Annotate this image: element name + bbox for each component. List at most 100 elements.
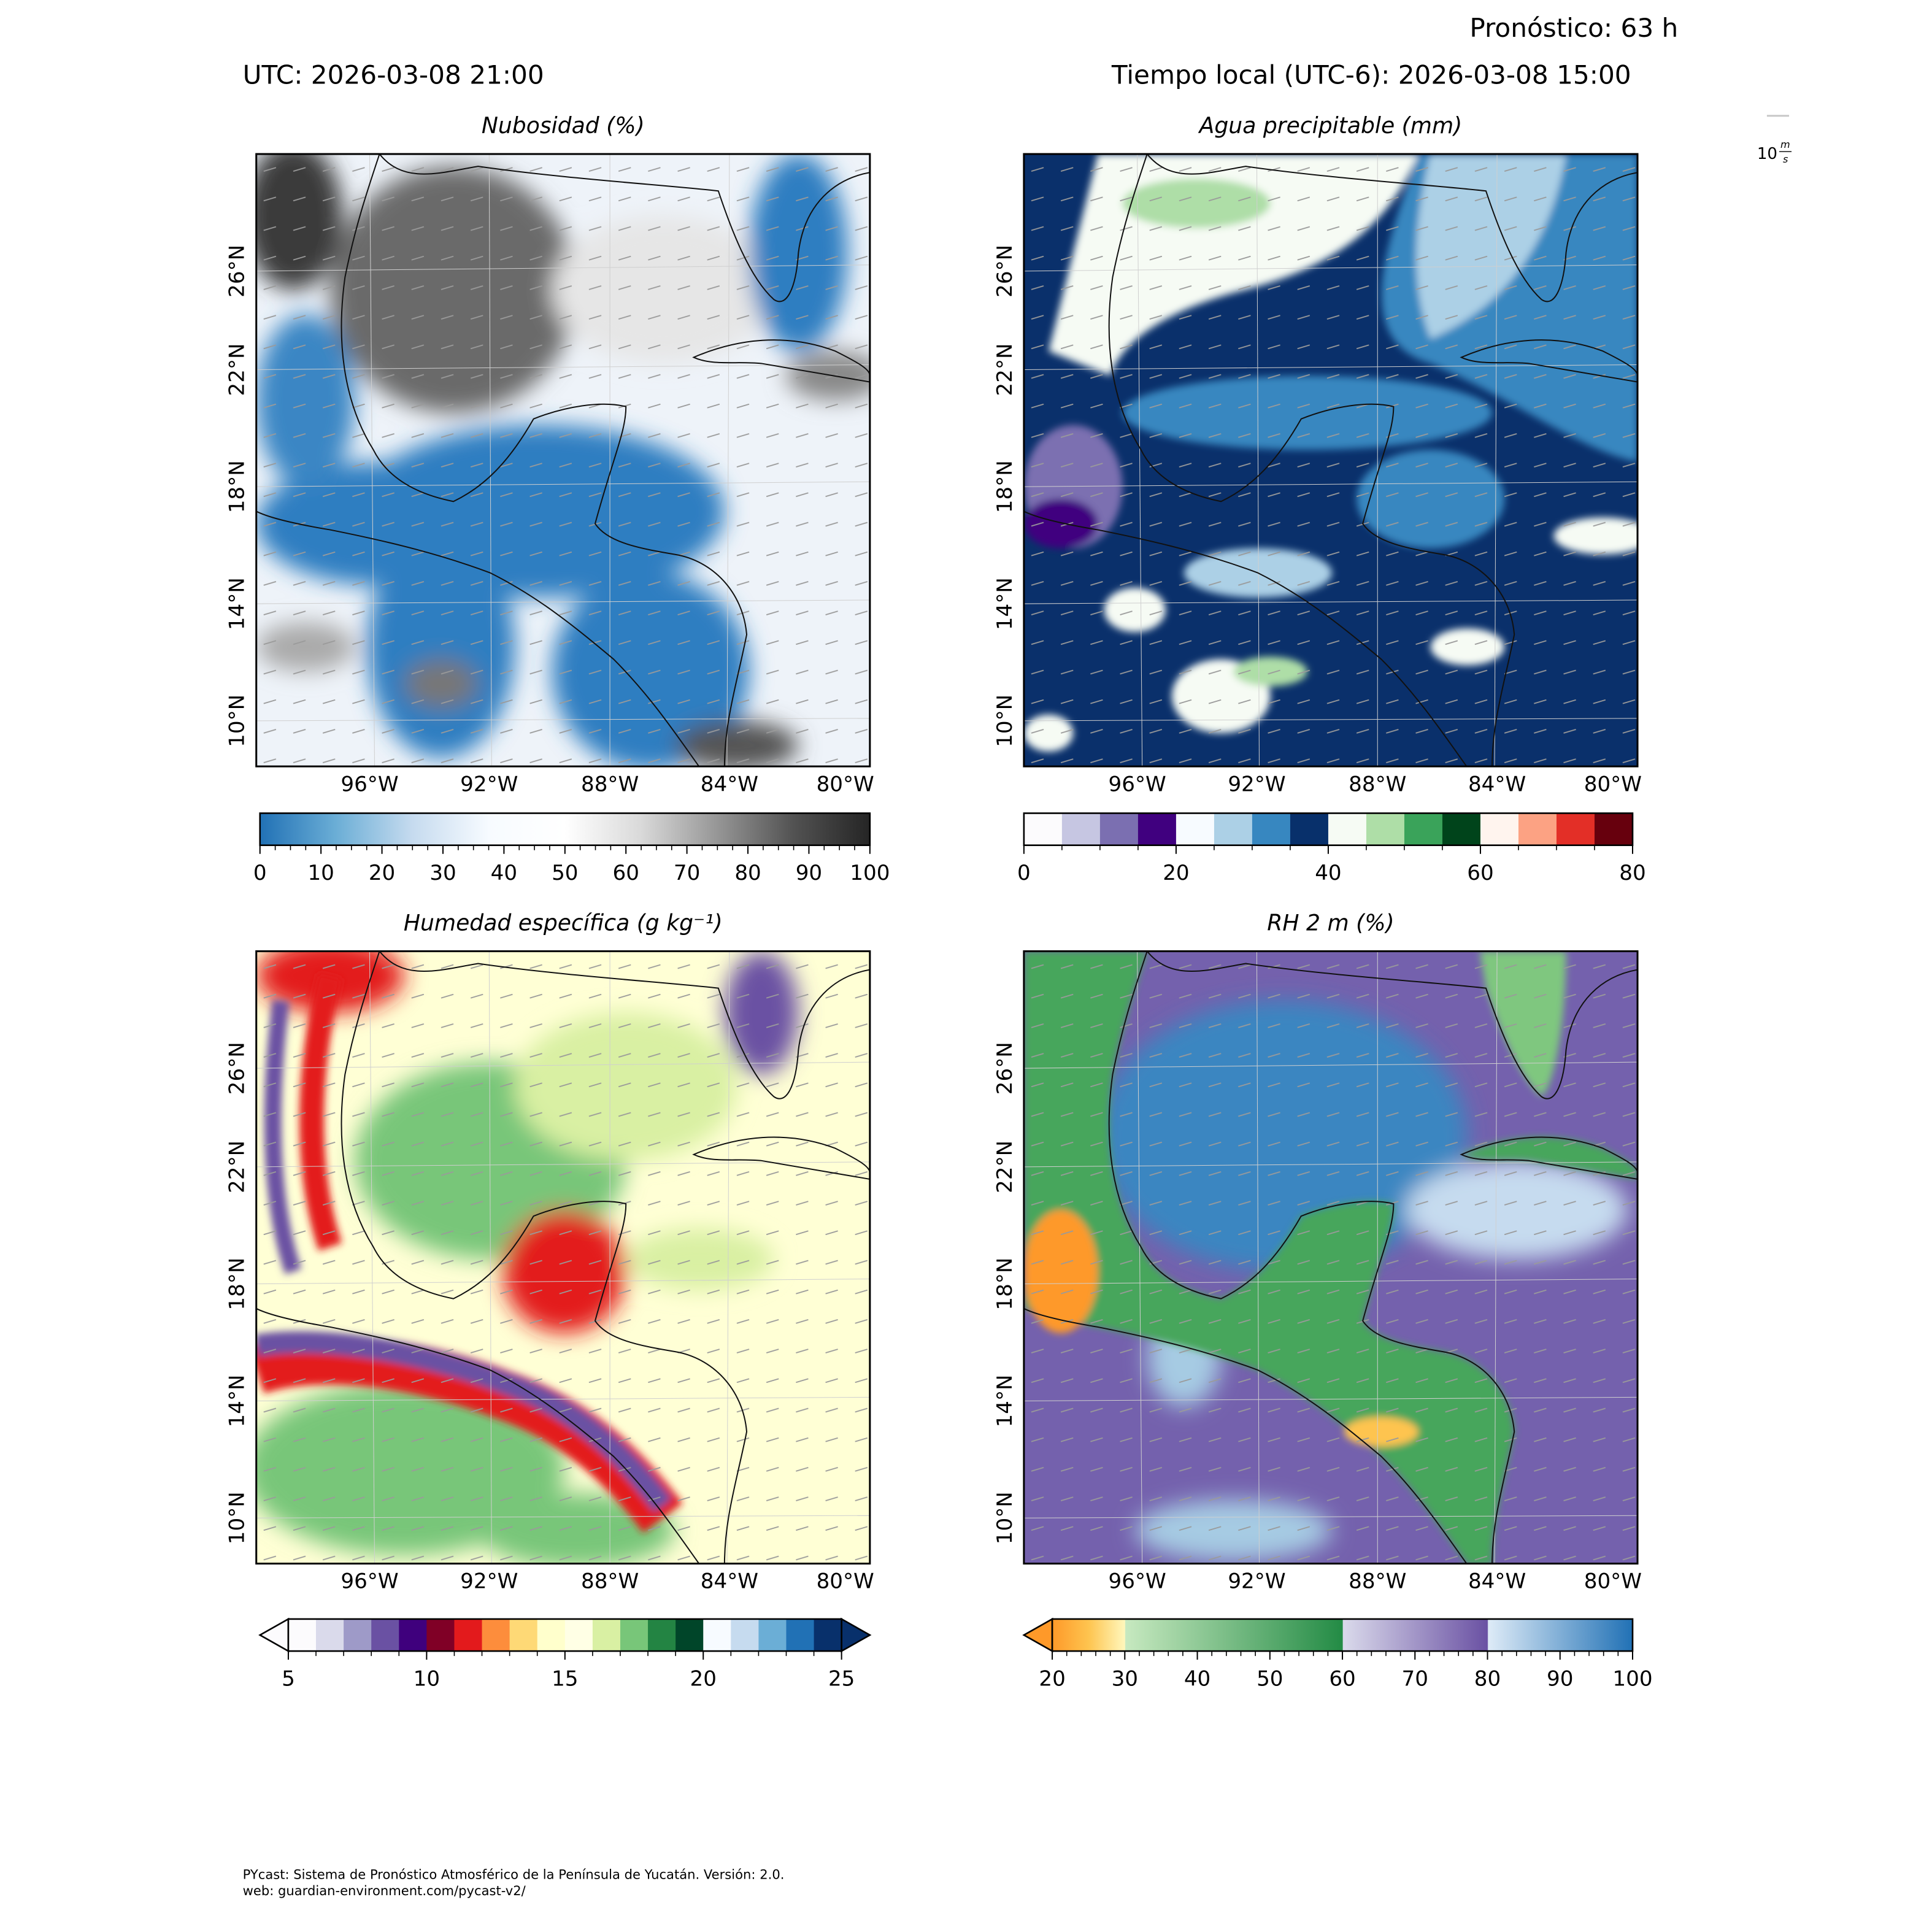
axis-labels: 26°N 22°N 18°N 14°N 10°N 96°W 92°W 88°W 84°W 80°W… [225, 245, 1642, 1594]
colorbar-tick-label: 15 [552, 1666, 578, 1691]
longitude-label: 96°W [1109, 1569, 1166, 1594]
colorbar-segment [1366, 813, 1405, 845]
colorbar-segment [482, 1618, 510, 1652]
longitude-label: 96°W [341, 1569, 398, 1594]
colorbar-segment [564, 1618, 593, 1652]
colorbar-tick-label: 70 [674, 861, 700, 885]
latitude-label: 18°N [225, 460, 250, 513]
colorbar-segment [1442, 813, 1481, 845]
latitude-label: 18°N [993, 460, 1017, 513]
colorbar-segment [1023, 813, 1063, 845]
colorbar-segment [1518, 813, 1557, 845]
colorbar-segment [1214, 813, 1253, 845]
colorbar-segment [1328, 813, 1367, 845]
longitude-label: 84°W [1468, 1569, 1526, 1594]
colorbar-segment [786, 1618, 815, 1652]
footer-web-link[interactable]: web: guardian-environment.com/pycast-v2/ [243, 1883, 526, 1898]
longitude-label: 88°W [581, 772, 639, 796]
latitude-label: 14°N [993, 1374, 1017, 1427]
colorbar-extend-min [1022, 1617, 1053, 1653]
map-precipitable-water[interactable] [1023, 153, 1652, 768]
latitude-label: 22°N [225, 343, 250, 396]
latitude-label: 14°N [225, 577, 250, 630]
colorbar-segment [454, 1618, 483, 1652]
colorbar-segment [592, 1618, 621, 1652]
longitude-label: 84°W [701, 1569, 758, 1594]
latitude-label: 26°N [993, 245, 1017, 298]
latitude-label: 26°N [225, 245, 250, 298]
colorbar-tick-label: 80 [1474, 1666, 1501, 1691]
colorbar-tick-label: 100 [1612, 1666, 1652, 1691]
colorbar: 0 10 20 30 40 50 60 70 80 90 100 [253, 812, 890, 885]
colorbar-segment [288, 1618, 317, 1652]
colorbars: 0 10 20 30 40 50 60 70 80 90 100 0 20 40 60 80 5 10 15 20 25… [253, 812, 1653, 1691]
colorbar-tick-label: 0 [253, 861, 267, 885]
colorbar-tick-label: 40 [1315, 861, 1341, 885]
longitude-label: 92°W [1228, 1569, 1285, 1594]
colorbar-tick-label: 20 [690, 1666, 717, 1691]
latitude-label: 18°N [993, 1258, 1017, 1310]
colorbar-segment [1556, 813, 1595, 845]
wind-vector-key: 10 m s [1757, 115, 1792, 165]
longitude-label: 92°W [460, 772, 518, 796]
colorbar-segment [344, 1618, 372, 1652]
panel-title: RH 2 m (%) [1267, 909, 1394, 936]
colorbar-segment [675, 1618, 704, 1652]
map-cloud-cover[interactable] [244, 142, 885, 770]
latitude-label: 18°N [225, 1258, 250, 1310]
colorbar-segment [316, 1618, 345, 1652]
colorbar-segment [758, 1618, 787, 1652]
colorbar-tick-label: 60 [1329, 1666, 1355, 1691]
colorbar-tick-label: 50 [1257, 1666, 1283, 1691]
colorbar-segment [1099, 813, 1139, 845]
local-time: Tiempo local (UTC-6): 2026-03-08 15:00 [1111, 60, 1631, 90]
colorbar-gradient [260, 813, 870, 845]
colorbar-segment [814, 1618, 842, 1652]
colorbar-segment [537, 1618, 566, 1652]
colorbar-segment [1594, 813, 1633, 845]
longitude-label: 88°W [581, 1569, 639, 1594]
latitude-label: 22°N [225, 1141, 250, 1193]
longitude-label: 80°W [1584, 1569, 1642, 1594]
colorbar-tick-label: 10 [307, 861, 334, 885]
colorbar-tick-label: 5 [282, 1666, 295, 1691]
colorbar-segment [1252, 813, 1291, 845]
colorbar-segment [703, 1618, 732, 1652]
colorbar-tick-label: 40 [1184, 1666, 1210, 1691]
longitude-label: 92°W [1228, 772, 1285, 796]
colorbar: 20 30 40 50 60 70 80 90 100 [1022, 1617, 1653, 1691]
forecast-lead-time: Pronóstico: 63 h [1469, 13, 1678, 43]
latitude-label: 10°N [993, 695, 1017, 747]
panel-specific-humidity: Humedad específica (g kg⁻¹) [244, 909, 871, 1567]
latitude-label: 10°N [993, 1491, 1017, 1544]
longitude-label: 88°W [1349, 1569, 1406, 1594]
colorbar-tick-label: 80 [734, 861, 761, 885]
colorbar-segment [1137, 813, 1177, 845]
panel-relative-humidity: RH 2 m (%) [1023, 909, 1639, 1565]
map-specific-humidity[interactable] [244, 939, 871, 1567]
colorbar-tick-label: 25 [828, 1666, 855, 1691]
colorbar-tick-label: 30 [1112, 1666, 1138, 1691]
colorbar-segment [509, 1618, 538, 1652]
colorbar-extend-max [841, 1617, 872, 1653]
colorbar-segment [1404, 813, 1443, 845]
longitude-label: 96°W [1109, 772, 1166, 796]
colorbar-gradient [1052, 1618, 1633, 1652]
panel-title: Humedad específica (g kg⁻¹) [404, 909, 723, 936]
colorbar-segment [620, 1618, 649, 1652]
latitude-label: 26°N [225, 1042, 250, 1095]
panel-title: Nubosidad (%) [482, 112, 645, 139]
latitude-label: 10°N [225, 1491, 250, 1544]
panel-title: Agua precipitable (mm) [1198, 112, 1463, 139]
colorbar-segment [648, 1618, 677, 1652]
colorbar-tick-label: 60 [1467, 861, 1493, 885]
longitude-label: 80°W [817, 1569, 874, 1594]
map-relative-humidity[interactable] [1023, 950, 1639, 1565]
longitude-label: 92°W [460, 1569, 518, 1594]
colorbar-segment [371, 1618, 400, 1652]
longitude-label: 88°W [1349, 772, 1406, 796]
utc-time: UTC: 2026-03-08 21:00 [243, 60, 544, 90]
colorbar: 5 10 15 20 25 [258, 1617, 872, 1691]
colorbar-tick-label: 20 [369, 861, 395, 885]
